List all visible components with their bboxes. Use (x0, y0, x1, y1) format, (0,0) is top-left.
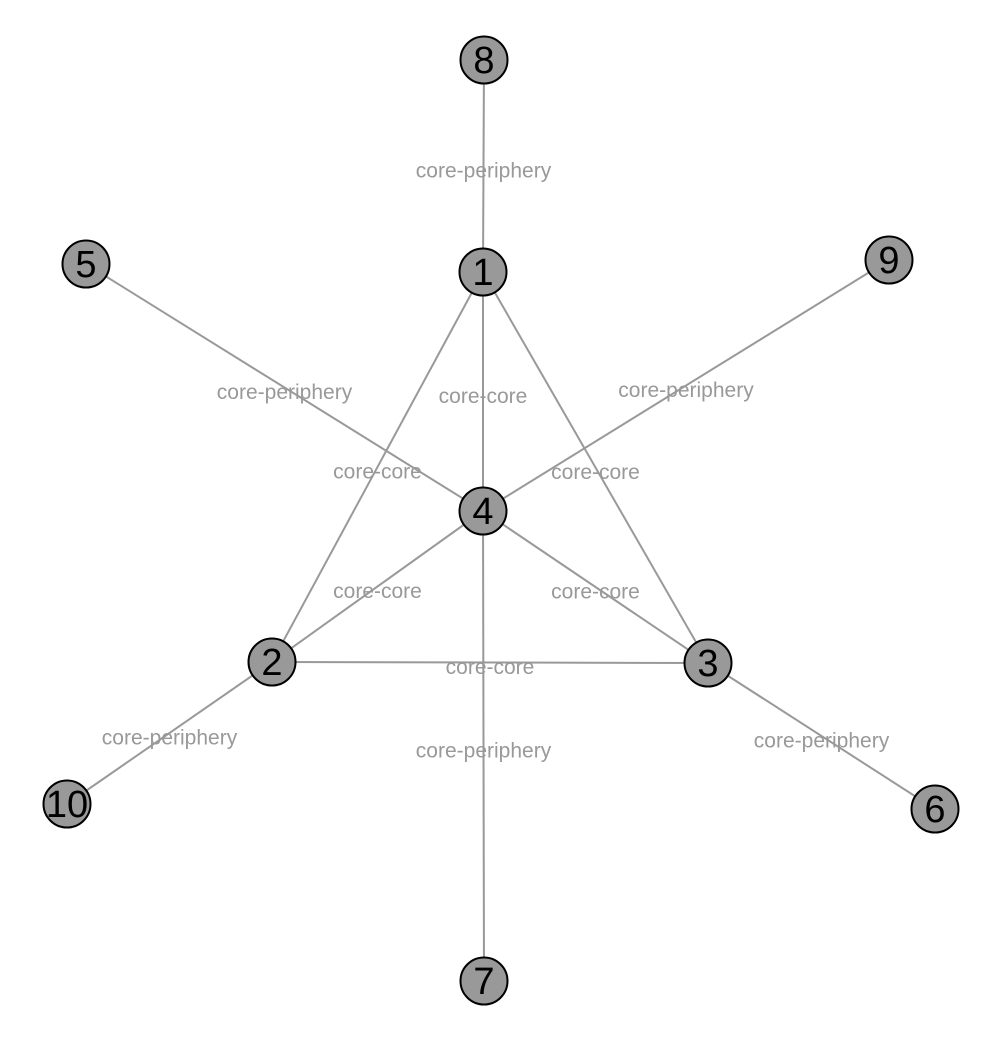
edge-label: core-core (333, 580, 422, 603)
node-circle[interactable] (683, 638, 733, 688)
node-label: 1 (472, 252, 493, 294)
node-label: 6 (924, 789, 945, 831)
node-label: 4 (472, 491, 493, 533)
edge-1-2 (271, 271, 484, 663)
node-10[interactable]: 10 (42, 779, 92, 829)
edge-2-10 (66, 661, 273, 805)
edge-4-3 (482, 510, 709, 664)
edge-label: core-periphery (618, 379, 754, 402)
edge-1-3 (482, 271, 709, 664)
edge-3-6 (707, 662, 936, 810)
edge-label: core-core (446, 656, 535, 679)
node-7[interactable]: 7 (459, 956, 509, 1006)
edge-2-3 (271, 661, 709, 664)
node-label: 7 (473, 961, 494, 1003)
edge-label: core-periphery (416, 160, 552, 183)
node-3[interactable]: 3 (683, 638, 733, 688)
edges-layer (66, 59, 936, 982)
node-label: 5 (75, 244, 96, 286)
edge-9-4 (482, 259, 890, 512)
node-5[interactable]: 5 (61, 239, 111, 289)
edge-label: core-periphery (416, 740, 552, 763)
node-circle[interactable] (247, 637, 297, 687)
node-8[interactable]: 8 (459, 35, 509, 85)
node-circle[interactable] (458, 247, 508, 297)
node-label: 3 (697, 643, 718, 685)
edge-label: core-core (333, 461, 422, 484)
node-circle[interactable] (459, 956, 509, 1006)
edge-8-1 (482, 59, 485, 273)
node-4[interactable]: 4 (458, 486, 508, 536)
edge-label: core-periphery (754, 730, 890, 753)
edge-label: core-periphery (102, 727, 238, 750)
nodes-layer: 1 2 3 4 5 6 7 8 9 10 (42, 35, 960, 1006)
node-label: 8 (473, 40, 494, 82)
edge-4-2 (271, 510, 484, 663)
node-circle[interactable] (42, 779, 92, 829)
node-label: 2 (261, 642, 282, 684)
node-circle[interactable] (458, 486, 508, 536)
node-6[interactable]: 6 (910, 784, 960, 834)
node-9[interactable]: 9 (864, 235, 914, 285)
edge-4-7 (482, 510, 485, 982)
node-circle[interactable] (910, 784, 960, 834)
edge-label: core-core (439, 385, 528, 408)
node-label: 10 (46, 784, 88, 826)
edge-label: core-periphery (217, 381, 353, 404)
edge-5-4 (85, 263, 484, 512)
node-circle[interactable] (61, 239, 111, 289)
node-1[interactable]: 1 (458, 247, 508, 297)
node-label: 9 (878, 240, 899, 282)
node-circle[interactable] (459, 35, 509, 85)
edge-label: core-core (551, 461, 640, 484)
node-circle[interactable] (864, 235, 914, 285)
edge-labels-layer: core-periphery core-periphery core-periphe… (102, 160, 890, 763)
edge-label: core-core (551, 581, 640, 604)
node-2[interactable]: 2 (247, 637, 297, 687)
